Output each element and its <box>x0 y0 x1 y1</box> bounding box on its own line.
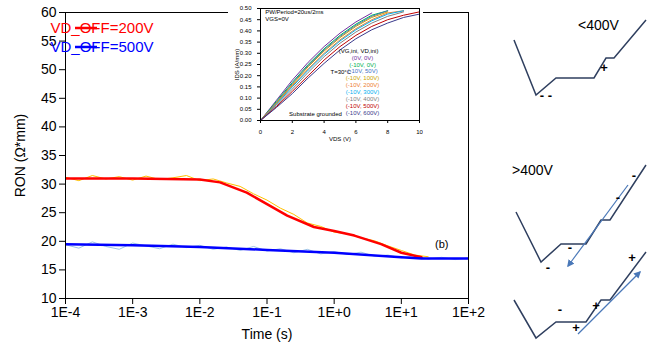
svg-text:0.25: 0.25 <box>240 61 252 67</box>
svg-text:15: 15 <box>41 261 57 277</box>
svg-text:T=30°C: T=30°C <box>330 69 351 76</box>
svg-text:(-10V, 600V): (-10V, 600V) <box>346 110 379 116</box>
svg-text:Substrate grounded: Substrate grounded <box>289 111 342 117</box>
svg-text:+: + <box>592 298 600 313</box>
svg-text:4: 4 <box>322 129 326 135</box>
svg-text:1E+2: 1E+2 <box>452 304 485 320</box>
svg-text:10: 10 <box>416 129 423 135</box>
svg-text:0.10: 0.10 <box>240 95 252 101</box>
svg-text:0: 0 <box>259 129 263 135</box>
svg-text:-: - <box>546 260 550 275</box>
svg-text:35: 35 <box>41 147 57 163</box>
svg-text:25: 25 <box>41 204 57 220</box>
svg-text:0.50: 0.50 <box>240 5 252 11</box>
svg-text:1E-4: 1E-4 <box>51 304 81 320</box>
svg-text:2: 2 <box>291 129 295 135</box>
svg-text:1E-3: 1E-3 <box>118 304 148 320</box>
svg-text:0.05: 0.05 <box>240 106 252 112</box>
svg-text:(-10V, 100V): (-10V, 100V) <box>346 75 379 81</box>
svg-text:30: 30 <box>41 176 57 192</box>
svg-text:(-10V, 200V): (-10V, 200V) <box>346 82 379 88</box>
svg-text:8: 8 <box>386 129 390 135</box>
svg-text:(-10V, 500V): (-10V, 500V) <box>346 103 379 109</box>
svg-text:VD_OFF=200V: VD_OFF=200V <box>51 19 154 36</box>
svg-text:VD_OFF=500V: VD_OFF=500V <box>51 38 154 55</box>
svg-text:+: + <box>628 250 636 265</box>
svg-text:1E-1: 1E-1 <box>252 304 282 320</box>
svg-text:PW/Period=20us/2ms: PW/Period=20us/2ms <box>265 9 323 15</box>
svg-text:- -: - - <box>540 88 552 103</box>
svg-text:1E+0: 1E+0 <box>318 304 351 320</box>
svg-text:-: - <box>616 190 620 205</box>
svg-text:<400V: <400V <box>578 17 620 33</box>
svg-text:-: - <box>568 240 572 255</box>
svg-text:45: 45 <box>41 90 57 106</box>
svg-text:(0V, 0V): (0V, 0V) <box>352 55 373 61</box>
svg-text:0.35: 0.35 <box>240 39 252 45</box>
svg-text:20: 20 <box>41 233 57 249</box>
svg-text:10: 10 <box>40 290 57 306</box>
svg-text:55: 55 <box>40 32 57 49</box>
svg-text:>400V: >400V <box>512 162 554 178</box>
svg-text:VGS=0V: VGS=0V <box>265 16 289 22</box>
svg-text:-: - <box>632 168 636 183</box>
svg-text:+: + <box>600 60 608 75</box>
svg-text:0.00: 0.00 <box>240 117 252 123</box>
svg-text:(-10V, 300V): (-10V, 300V) <box>346 89 379 95</box>
svg-text:RON (Ω*mm): RON (Ω*mm) <box>12 114 28 198</box>
svg-text:IDS (A/mm): IDS (A/mm) <box>234 49 240 80</box>
svg-text:50: 50 <box>41 61 57 77</box>
svg-text:40: 40 <box>41 118 57 134</box>
svg-text:1E-2: 1E-2 <box>185 304 215 320</box>
svg-text:0.40: 0.40 <box>240 28 252 34</box>
svg-text:0.15: 0.15 <box>240 84 252 90</box>
svg-text:(-10V, 50V): (-10V, 50V) <box>348 69 378 75</box>
svg-text:6: 6 <box>354 129 358 135</box>
svg-text:(b): (b) <box>435 238 448 250</box>
svg-text:1E+1: 1E+1 <box>385 304 418 320</box>
svg-text:-: - <box>558 302 562 317</box>
svg-text:0.20: 0.20 <box>240 73 252 79</box>
svg-text:+: + <box>572 320 580 335</box>
svg-text:(VG,ini, VD,ini): (VG,ini, VD,ini) <box>339 48 379 54</box>
svg-text:(-10V, 0V): (-10V, 0V) <box>349 62 376 68</box>
svg-text:0.45: 0.45 <box>240 17 252 23</box>
svg-text:(-10V, 400V): (-10V, 400V) <box>346 96 379 102</box>
svg-text:Time (s): Time (s) <box>242 326 293 342</box>
svg-text:0.30: 0.30 <box>240 50 252 56</box>
svg-text:60: 60 <box>41 4 57 20</box>
svg-text:VDS (V): VDS (V) <box>329 136 351 142</box>
